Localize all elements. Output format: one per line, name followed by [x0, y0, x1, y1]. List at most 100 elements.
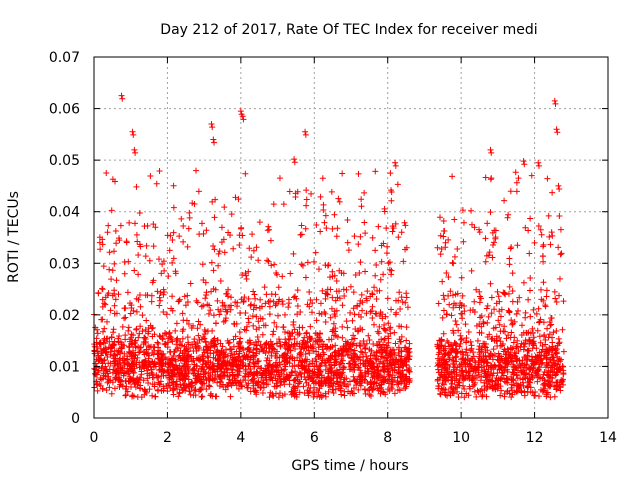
data-point — [159, 360, 166, 367]
data-point — [473, 286, 480, 293]
data-point — [459, 292, 466, 299]
data-point — [452, 354, 459, 361]
data-point — [286, 381, 293, 388]
data-point — [440, 307, 447, 314]
data-point — [152, 361, 159, 368]
data-point — [284, 350, 291, 357]
data-point — [140, 349, 147, 356]
data-point — [490, 370, 497, 377]
data-point — [250, 363, 257, 370]
data-point — [554, 129, 561, 136]
data-point — [142, 336, 149, 343]
data-point — [540, 258, 547, 265]
data-point — [461, 385, 468, 392]
data-point — [235, 354, 242, 361]
data-point — [296, 350, 303, 357]
data-point — [204, 328, 211, 335]
data-point — [466, 360, 473, 367]
data-point — [516, 357, 523, 364]
data-point — [555, 182, 562, 189]
data-point — [485, 252, 492, 259]
data-point — [495, 377, 502, 384]
data-point — [448, 341, 455, 348]
data-point — [108, 334, 115, 341]
data-point — [291, 326, 298, 333]
data-point — [351, 233, 358, 240]
data-point — [136, 209, 143, 216]
data-point — [242, 170, 249, 177]
data-point — [339, 170, 346, 177]
data-point — [549, 189, 556, 196]
data-point — [236, 345, 243, 352]
data-point — [151, 360, 158, 367]
data-point — [388, 197, 395, 204]
data-point — [313, 296, 320, 303]
data-point — [511, 369, 518, 376]
data-point — [242, 355, 249, 362]
data-point — [172, 268, 179, 275]
data-point — [158, 362, 165, 369]
data-point — [161, 267, 168, 274]
data-point — [290, 390, 297, 397]
data-point — [519, 376, 526, 383]
data-point — [268, 291, 275, 298]
data-point — [445, 351, 452, 358]
data-point — [383, 250, 390, 257]
data-point — [460, 219, 467, 226]
data-point — [435, 300, 442, 307]
data-point — [445, 389, 452, 396]
data-point — [551, 288, 558, 295]
data-point — [329, 386, 336, 393]
data-point — [126, 373, 133, 380]
data-point — [281, 311, 288, 318]
data-point — [228, 211, 235, 218]
data-point — [406, 377, 413, 384]
data-point — [131, 146, 138, 153]
data-point — [356, 270, 363, 277]
data-point — [267, 371, 274, 378]
data-point — [92, 360, 99, 367]
data-point — [228, 294, 235, 301]
data-point — [472, 366, 479, 373]
data-point — [199, 380, 206, 387]
data-point — [397, 374, 404, 381]
data-point — [217, 374, 224, 381]
data-point — [379, 341, 386, 348]
data-point — [195, 188, 202, 195]
data-point — [488, 310, 495, 317]
data-point — [556, 212, 563, 219]
data-point — [226, 339, 233, 346]
data-point — [247, 354, 254, 361]
data-point — [317, 330, 324, 337]
data-point — [193, 378, 200, 385]
data-point — [237, 335, 244, 342]
data-point — [439, 374, 446, 381]
data-point — [141, 362, 148, 369]
data-point — [148, 325, 155, 332]
data-point — [179, 335, 186, 342]
data-point — [387, 170, 394, 177]
data-point — [546, 233, 553, 240]
data-point — [250, 322, 257, 329]
data-point — [521, 161, 528, 168]
data-point — [131, 352, 138, 359]
data-point — [385, 320, 392, 327]
data-point — [176, 298, 183, 305]
data-point — [104, 335, 111, 342]
data-point — [257, 296, 264, 303]
data-point — [394, 181, 401, 188]
data-point — [526, 287, 533, 294]
data-point — [358, 196, 365, 203]
data-point — [473, 393, 480, 400]
data-point — [182, 366, 189, 373]
data-point — [236, 340, 243, 347]
data-point — [273, 340, 280, 347]
data-point — [116, 237, 123, 244]
data-point — [333, 233, 340, 240]
data-point — [294, 287, 301, 294]
data-point — [494, 385, 501, 392]
data-point — [277, 343, 284, 350]
data-point — [508, 329, 515, 336]
data-point — [328, 365, 335, 372]
